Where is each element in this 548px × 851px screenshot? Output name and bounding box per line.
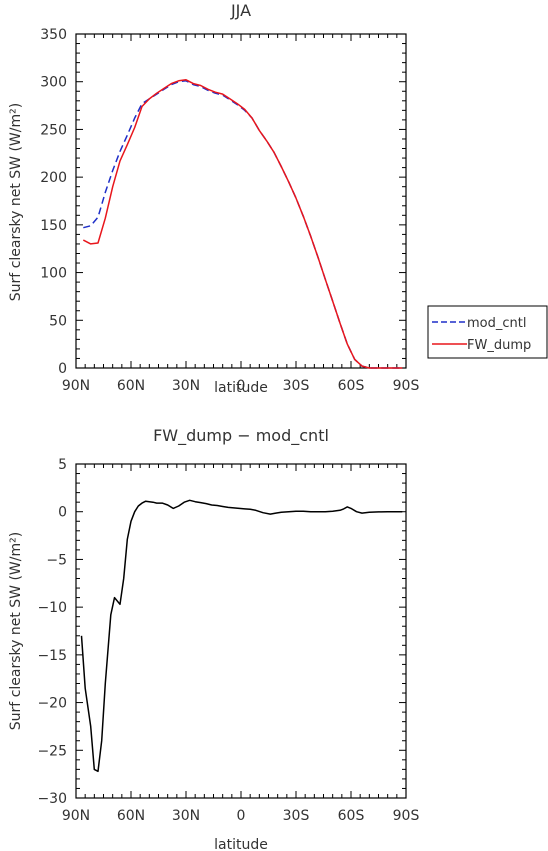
series-line-mod-cntl bbox=[83, 80, 403, 369]
y-tick-label: 5 bbox=[58, 457, 67, 473]
chart-title: JJA bbox=[230, 1, 251, 20]
y-tick-label: −10 bbox=[37, 600, 67, 616]
bottom-chart-panel: FW_dump − mod_cntl 90N 60N 30N 0 30S 60S 90S 5 0… bbox=[8, 426, 419, 851]
chart-title: FW_dump − mod_cntl bbox=[153, 426, 329, 446]
plot-frame bbox=[75, 463, 407, 799]
y-tick-label: 300 bbox=[40, 75, 67, 91]
y-tick-label: −30 bbox=[37, 791, 67, 807]
x-tick-label: 30S bbox=[283, 808, 310, 824]
x-axis-label: latitude bbox=[214, 837, 268, 851]
y-tick-label: 0 bbox=[58, 361, 67, 377]
x-tick-label: 0 bbox=[237, 808, 246, 824]
y-axis-label: Surf clearsky net SW (W/m²) bbox=[8, 103, 24, 301]
y-tick-label: 100 bbox=[40, 266, 67, 282]
legend-box bbox=[427, 305, 548, 359]
y-tick-label: 250 bbox=[40, 122, 67, 138]
x-tick-label: 90S bbox=[393, 378, 420, 394]
y-tick-label: −15 bbox=[37, 648, 67, 664]
legend: mod_cntl FW_dump bbox=[427, 305, 548, 359]
y-tick-label: −25 bbox=[37, 743, 67, 759]
plot-area-0: 90N 60N 30N 0 30S 60S 90S 0 50 100 150 200 250 300 350 bbox=[40, 27, 419, 394]
legend-label-fw-dump: FW_dump bbox=[467, 338, 531, 353]
y-tick-label: −5 bbox=[46, 552, 67, 568]
plot-area-1: 90N 60N 30N 0 30S 60S 90S 5 0 −5 −10 −15 −20 −25 −30 bbox=[37, 457, 419, 824]
top-chart-panel: JJA 90N 60N 30N 0 30S 60S 90S 0 50 100 150 200 250 30… bbox=[8, 1, 419, 396]
y-tick-label: 350 bbox=[40, 27, 67, 43]
y-tick-label: −20 bbox=[37, 696, 67, 712]
series-line-difference bbox=[80, 499, 403, 773]
y-tick-label: 0 bbox=[58, 505, 67, 521]
x-tick-label: 90S bbox=[393, 808, 420, 824]
x-tick-label: 60N bbox=[117, 378, 145, 394]
y-tick-label: 200 bbox=[40, 170, 67, 186]
y-axis-label: Surf clearsky net SW (W/m²) bbox=[8, 532, 24, 730]
y-tick-label: 150 bbox=[40, 218, 67, 234]
x-tick-label: 30N bbox=[172, 378, 200, 394]
x-tick-label: 90N bbox=[62, 378, 90, 394]
x-tick-label: 30S bbox=[283, 378, 310, 394]
legend-label-mod-cntl: mod_cntl bbox=[467, 316, 526, 331]
x-tick-label: 90N bbox=[62, 808, 90, 824]
y-tick-label: 50 bbox=[49, 313, 67, 329]
plot-frame bbox=[75, 33, 407, 369]
series-line-fw-dump bbox=[82, 79, 403, 369]
x-tick-label: 60S bbox=[338, 378, 365, 394]
x-tick-label: 60N bbox=[117, 808, 145, 824]
x-tick-label: 0 bbox=[237, 378, 246, 394]
x-axis-label: latitude bbox=[214, 380, 268, 396]
x-tick-label: 30N bbox=[172, 808, 200, 824]
x-tick-label: 60S bbox=[338, 808, 365, 824]
